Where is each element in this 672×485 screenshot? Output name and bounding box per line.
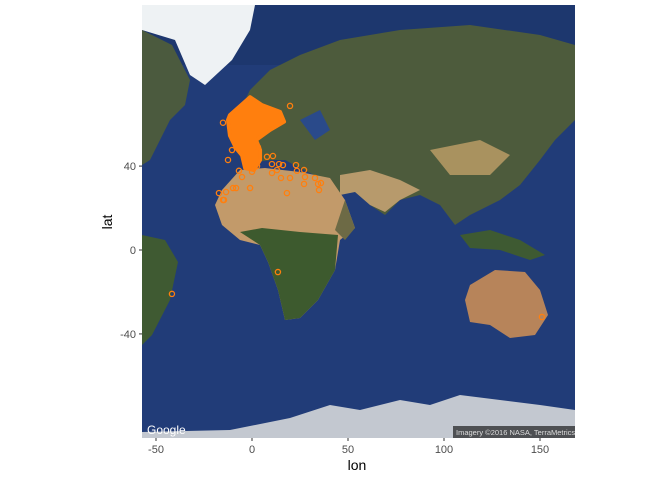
basemap: Google Imagery ©2016 NASA, TerraMetrics (142, 5, 575, 438)
data-point (300, 166, 308, 174)
data-point (268, 160, 276, 168)
x-tick-label: -50 (148, 444, 164, 456)
data-point (274, 268, 282, 276)
data-point (222, 188, 230, 196)
data-point (300, 180, 308, 188)
data-point (168, 290, 176, 298)
data-point (315, 186, 323, 194)
x-tick-label: 50 (342, 444, 354, 456)
south-america (142, 235, 178, 345)
x-axis-label: lon (348, 457, 367, 473)
data-point (538, 313, 546, 321)
data-point (229, 184, 237, 192)
data-point (224, 156, 232, 164)
x-tick-label: 150 (531, 444, 549, 456)
central-africa-forest (240, 228, 338, 320)
imagery-attribution: Imagery ©2016 NASA, TerraMetrics (456, 428, 575, 437)
x-tick-label: 100 (435, 444, 453, 456)
data-point (235, 167, 243, 175)
eurasia (238, 25, 575, 225)
central-asia-desert (430, 140, 510, 175)
x-tick-label: 0 (249, 444, 255, 456)
data-point (220, 196, 228, 204)
data-point (273, 166, 281, 174)
data-point (248, 168, 256, 176)
data-point (254, 143, 262, 151)
data-point (314, 180, 322, 188)
data-point (219, 119, 227, 126)
arabian-desert (340, 170, 420, 212)
data-point (311, 174, 319, 182)
points-layer (168, 95, 546, 321)
data-point (215, 189, 223, 197)
data-point (228, 146, 236, 154)
y-tick-label: 0 (130, 245, 136, 257)
greenland (142, 5, 255, 85)
north-america (142, 30, 190, 165)
data-point (232, 184, 240, 192)
data-point (277, 174, 285, 182)
southeast-asia-islands (460, 230, 545, 260)
y-tick-label: 40 (124, 161, 136, 173)
google-logo: Google (147, 423, 186, 437)
data-point (279, 161, 287, 169)
data-point (317, 179, 325, 187)
attribution-background (453, 426, 575, 438)
data-point (275, 160, 283, 168)
horn-of-africa (335, 200, 355, 240)
data-point (246, 184, 254, 192)
baltic-sea (300, 110, 330, 140)
data-point (301, 173, 309, 181)
y-tick-label: -40 (120, 329, 136, 341)
data-point (263, 153, 271, 161)
dense-point-cluster (226, 95, 287, 173)
data-point (253, 162, 261, 170)
australia (465, 270, 548, 338)
data-point (286, 174, 294, 182)
y-axis-label: lat (99, 215, 115, 230)
data-point (293, 167, 301, 175)
data-point (238, 173, 246, 181)
data-point (283, 189, 291, 197)
axes: -50 0 50 100 150 -40 0 40 (120, 161, 549, 456)
data-point (286, 102, 294, 110)
data-point (268, 169, 276, 177)
data-point (269, 152, 277, 160)
